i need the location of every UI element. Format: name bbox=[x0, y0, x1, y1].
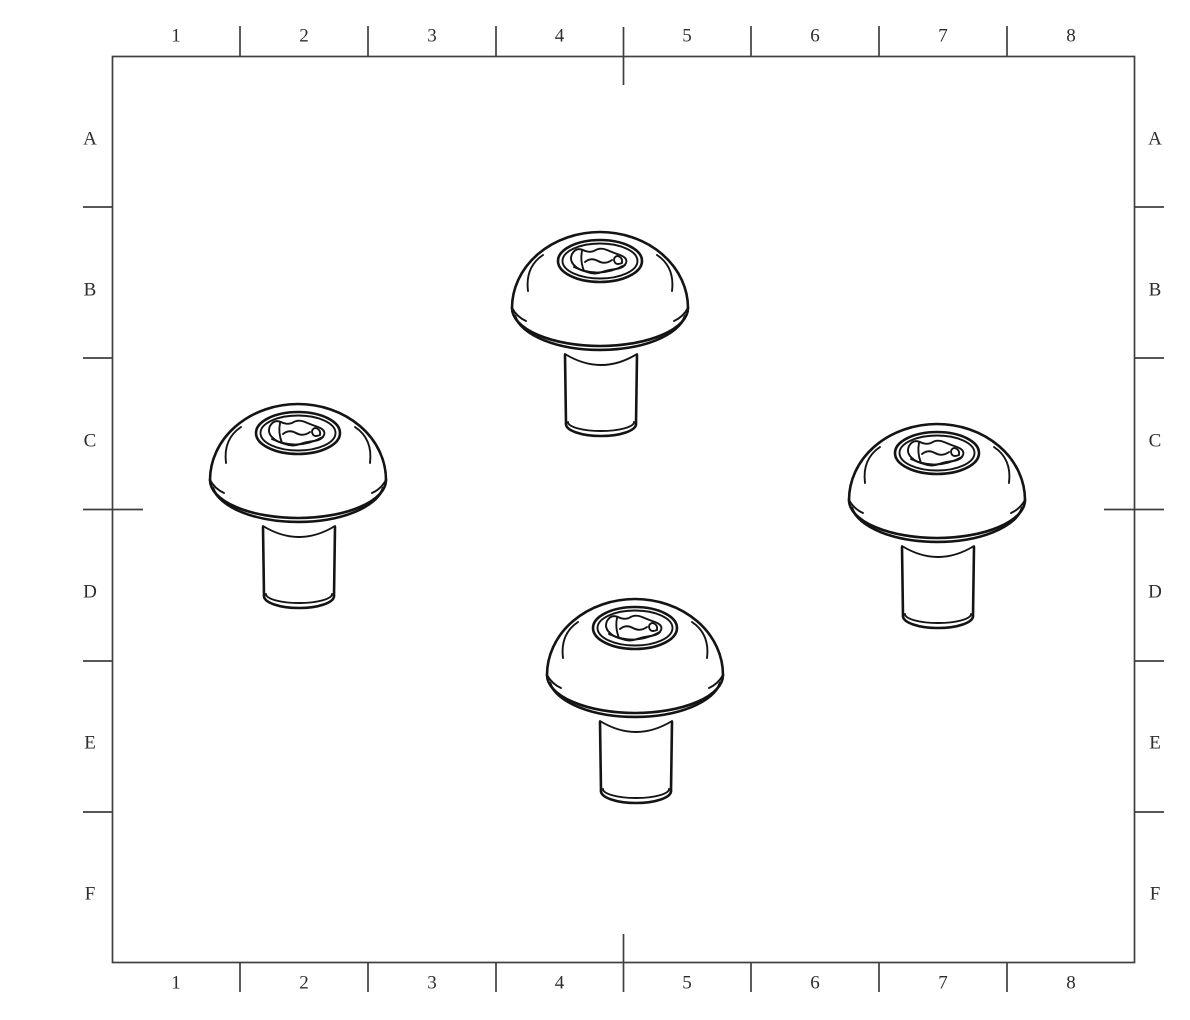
column-label-bottom-8: 8 bbox=[1066, 973, 1076, 994]
zone-ticks-right bbox=[1104, 206, 1164, 813]
column-label-top-4: 4 bbox=[555, 26, 565, 47]
row-labels-right: A B C D E F bbox=[1148, 129, 1162, 905]
screw-zone-b4 bbox=[510, 230, 690, 438]
column-label-top-3: 3 bbox=[427, 26, 437, 47]
screw-zone-c2 bbox=[208, 402, 388, 610]
row-label-left-f: F bbox=[85, 884, 96, 905]
column-label-bottom-1: 1 bbox=[171, 973, 181, 994]
row-label-right-b: B bbox=[1149, 280, 1162, 301]
column-label-top-7: 7 bbox=[938, 26, 948, 47]
row-label-left-c: C bbox=[84, 431, 97, 452]
row-label-right-c: C bbox=[1149, 431, 1162, 452]
row-labels-left: A B C D E F bbox=[83, 129, 97, 905]
row-label-left-d: D bbox=[83, 582, 97, 603]
column-label-top-8: 8 bbox=[1066, 26, 1076, 47]
row-label-right-d: D bbox=[1148, 582, 1162, 603]
screw-zone-c7 bbox=[847, 422, 1027, 630]
column-labels-bottom: 1 2 3 4 5 6 7 8 bbox=[171, 973, 1076, 994]
column-label-top-2: 2 bbox=[299, 26, 309, 47]
column-label-top-5: 5 bbox=[682, 26, 692, 47]
zone-ticks-top bbox=[239, 26, 1008, 85]
row-label-left-e: E bbox=[84, 733, 96, 754]
column-label-top-1: 1 bbox=[171, 26, 181, 47]
zone-ticks-bottom bbox=[239, 934, 1008, 992]
column-label-bottom-6: 6 bbox=[810, 973, 820, 994]
column-labels-top: 1 2 3 4 5 6 7 8 bbox=[171, 26, 1076, 47]
row-label-right-f: F bbox=[1150, 884, 1161, 905]
zone-ticks-left bbox=[83, 206, 143, 813]
drawing-border bbox=[111, 55, 1136, 964]
row-label-left-b: B bbox=[84, 280, 97, 301]
row-label-left-a: A bbox=[83, 129, 97, 150]
column-label-bottom-5: 5 bbox=[682, 973, 692, 994]
row-label-right-a: A bbox=[1148, 129, 1162, 150]
screw-zone-d5 bbox=[545, 597, 725, 805]
column-label-top-6: 6 bbox=[810, 26, 820, 47]
row-label-right-e: E bbox=[1149, 733, 1161, 754]
column-label-bottom-2: 2 bbox=[299, 973, 309, 994]
column-label-bottom-3: 3 bbox=[427, 973, 437, 994]
part-views bbox=[208, 230, 1027, 805]
column-label-bottom-7: 7 bbox=[938, 973, 948, 994]
column-label-bottom-4: 4 bbox=[555, 973, 565, 994]
